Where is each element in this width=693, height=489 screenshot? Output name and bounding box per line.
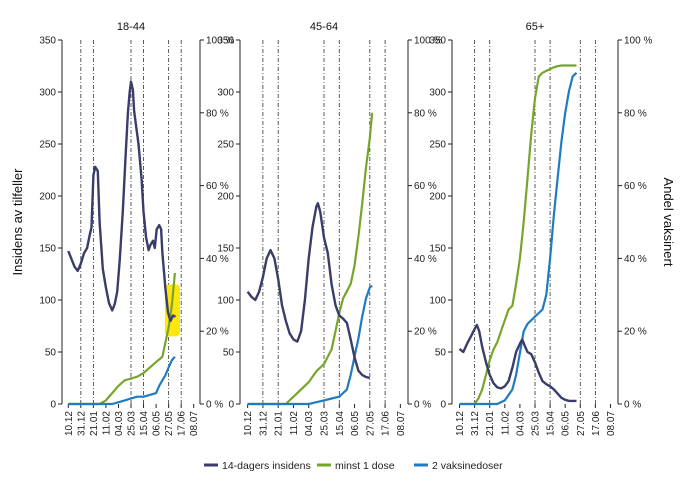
left-tick-label-65plus-100: 100 — [429, 296, 446, 307]
legend-label-dose2: 2 vaksinedoser — [432, 460, 503, 472]
left-tick-label-18-44-50: 50 — [45, 348, 57, 359]
right-tick-label-45-64-1: 20 % — [414, 327, 437, 338]
x-tick-label-65plus-25.03: 25.03 — [531, 411, 542, 436]
right-tick-label-65plus-4: 80 % — [624, 108, 647, 119]
left-tick-label-65plus-200: 200 — [429, 192, 446, 203]
x-tick-label-45-64-21.01: 21.01 — [274, 411, 285, 436]
right-tick-label-18-44-3: 60 % — [206, 181, 229, 192]
x-tick-label-18-44-17.06: 17.06 — [177, 411, 188, 436]
right-tick-label-65plus-1: 20 % — [624, 327, 647, 338]
left-tick-label-45-64-350: 350 — [217, 36, 234, 47]
left-tick-label-18-44-150: 150 — [39, 244, 56, 255]
x-tick-label-18-44-06.05: 06.05 — [152, 411, 163, 436]
panel-title-18-44: 18-44 — [117, 21, 145, 33]
series-dose1-18-44 — [68, 272, 176, 406]
right-tick-label-65plus-5: 100 % — [624, 36, 652, 47]
x-tick-label-18-44-25.03: 25.03 — [127, 411, 138, 436]
x-tick-label-45-64-04.03: 04.03 — [304, 411, 315, 436]
x-tick-label-18-44-31.12: 31.12 — [76, 411, 87, 436]
x-tick-label-45-64-11.02: 11.02 — [289, 411, 300, 436]
left-tick-label-65plus-300: 300 — [429, 88, 446, 99]
left-tick-label-45-64-250: 250 — [217, 140, 234, 151]
right-tick-label-18-44-1: 20 % — [206, 327, 229, 338]
left-tick-label-45-64-0: 0 — [228, 400, 234, 411]
x-tick-label-65plus-06.05: 06.05 — [561, 411, 572, 436]
x-tick-label-45-64-08.07: 08.07 — [396, 411, 407, 436]
x-tick-label-65plus-21.01: 21.01 — [485, 411, 496, 436]
left-tick-label-65plus-350: 350 — [429, 36, 446, 47]
left-tick-label-18-44-300: 300 — [39, 88, 56, 99]
x-tick-label-45-64-06.05: 06.05 — [350, 411, 361, 436]
x-tick-label-65plus-10.12: 10.12 — [455, 411, 466, 436]
right-tick-label-18-44-5: 100 % — [206, 36, 234, 47]
right-tick-label-45-64-2: 40 % — [414, 254, 437, 265]
right-tick-label-18-44-2: 40 % — [206, 254, 229, 265]
series-dose1-65plus — [459, 64, 577, 406]
y-axis-title-left: Insidens av tilfeller — [10, 168, 25, 276]
x-tick-label-65plus-15.04: 15.04 — [546, 411, 557, 436]
left-tick-label-45-64-300: 300 — [217, 88, 234, 99]
left-tick-label-18-44-250: 250 — [39, 140, 56, 151]
x-tick-label-45-64-15.04: 15.04 — [335, 411, 346, 436]
left-tick-label-65plus-50: 50 — [435, 348, 447, 359]
right-tick-label-65plus-2: 40 % — [624, 254, 647, 265]
left-tick-label-65plus-250: 250 — [429, 140, 446, 151]
y-axis-title-right: Andel vaksinert — [661, 178, 676, 267]
x-tick-label-18-44-11.02: 11.02 — [101, 411, 112, 436]
legend-label-incidence: 14-dagers insidens — [222, 460, 311, 472]
x-tick-label-65plus-31.12: 31.12 — [470, 411, 481, 436]
right-tick-label-45-64-5: 100 % — [414, 36, 442, 47]
x-tick-label-18-44-27.05: 27.05 — [164, 411, 175, 436]
panel-title-45-64: 45-64 — [310, 21, 338, 33]
right-tick-label-65plus-0: 0 % — [624, 400, 641, 411]
x-tick-label-65plus-27.05: 27.05 — [576, 411, 587, 436]
x-tick-label-45-64-27.05: 27.05 — [365, 411, 376, 436]
right-tick-label-18-44-0: 0 % — [206, 400, 223, 411]
right-tick-label-18-44-4: 80 % — [206, 108, 229, 119]
x-tick-label-18-44-10.12: 10.12 — [64, 411, 75, 436]
left-tick-label-45-64-100: 100 — [217, 296, 234, 307]
x-tick-label-18-44-08.07: 08.07 — [189, 411, 200, 436]
series-dose2-45-64 — [247, 284, 373, 406]
series-incidence-45-64 — [246, 202, 371, 380]
left-tick-label-65plus-150: 150 — [429, 244, 446, 255]
left-tick-label-18-44-0: 0 — [50, 400, 56, 411]
right-tick-label-45-64-0: 0 % — [414, 400, 431, 411]
left-tick-label-45-64-150: 150 — [217, 244, 234, 255]
x-tick-label-18-44-21.01: 21.01 — [89, 411, 100, 436]
x-tick-label-65plus-11.02: 11.02 — [500, 411, 511, 436]
x-tick-label-45-64-17.06: 17.06 — [381, 411, 392, 436]
left-tick-label-18-44-200: 200 — [39, 192, 56, 203]
legend-label-dose1: minst 1 dose — [335, 460, 395, 472]
series-dose2-18-44 — [68, 355, 176, 406]
x-tick-label-65plus-04.03: 04.03 — [515, 411, 526, 436]
panel-title-65plus: 65+ — [526, 21, 545, 33]
left-tick-label-45-64-50: 50 — [223, 348, 235, 359]
x-tick-label-65plus-17.06: 17.06 — [591, 411, 602, 436]
x-tick-label-45-64-10.12: 10.12 — [243, 411, 254, 436]
left-tick-label-18-44-100: 100 — [39, 296, 56, 307]
series-incidence-18-44 — [67, 80, 176, 322]
right-tick-label-65plus-3: 60 % — [624, 181, 647, 192]
left-tick-label-18-44-350: 350 — [39, 36, 56, 47]
left-tick-label-45-64-200: 200 — [217, 192, 234, 203]
x-tick-label-18-44-04.03: 04.03 — [114, 411, 125, 436]
x-tick-label-18-44-15.04: 15.04 — [139, 411, 150, 436]
x-tick-label-45-64-25.03: 25.03 — [320, 411, 331, 436]
left-tick-label-65plus-0: 0 — [440, 400, 446, 411]
right-tick-label-45-64-3: 60 % — [414, 181, 437, 192]
series-dose2-65plus — [459, 72, 578, 406]
right-tick-label-45-64-4: 80 % — [414, 108, 437, 119]
x-tick-label-65plus-08.07: 08.07 — [606, 411, 617, 436]
series-incidence-65plus — [458, 323, 577, 403]
x-tick-label-45-64-31.12: 31.12 — [258, 411, 269, 436]
